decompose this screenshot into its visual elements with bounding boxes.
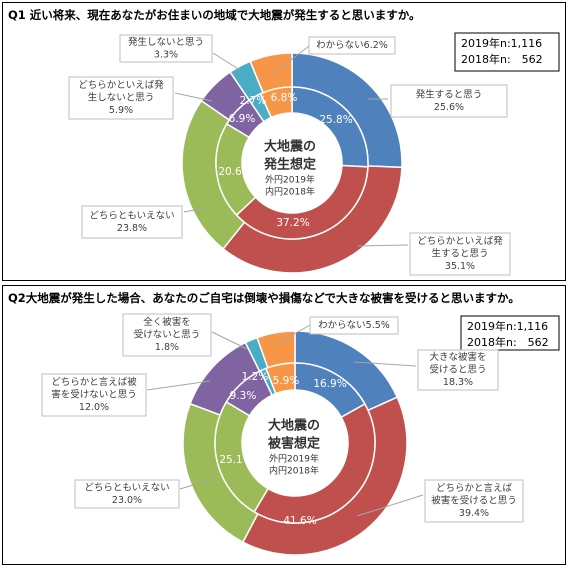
callout-label: 発生すると思う: [416, 88, 483, 100]
callout-box: [424, 479, 524, 523]
callout-label: 5.9%: [109, 105, 133, 116]
callout-label: わからない6.2%: [316, 40, 388, 51]
question-title: Q1 近い将来、現在あなたがお住まいの地域で大地震が発生すると思いますか。: [8, 8, 421, 22]
callout-box: [81, 205, 183, 239]
callout-label: どちらかと言えば被: [51, 376, 137, 388]
callout-leader-line: [274, 324, 311, 346]
inner-data-label: 16.9%: [313, 378, 346, 390]
sample-size-box: [460, 315, 560, 351]
center-label: 被害想定: [267, 436, 320, 452]
inner-data-label: 9.3%: [230, 390, 257, 402]
inner-data-label: 6.9%: [229, 113, 256, 125]
callout-box: [41, 373, 147, 417]
sample-size-2018: 2018年n: 562: [461, 52, 543, 66]
callout-label: 12.0%: [79, 402, 109, 413]
callout-box: [122, 313, 212, 357]
sample-size-2019: 2019年n:1,116: [461, 36, 542, 50]
chart-panel-2: Q2大地震が発生した場合、あなたのご自宅は倒壊や損傷などで大きな被害を受けると思…: [2, 285, 566, 565]
callout-leader-line: [146, 380, 211, 391]
inner-slice-6: [265, 362, 296, 395]
sample-size-box: [454, 32, 560, 72]
chart-panel-1: Q1 近い将来、現在あなたがお住まいの地域で大地震が発生すると思いますか。 25.…: [2, 2, 566, 281]
inner-data-label: 5.9%: [273, 375, 300, 387]
callout-box: [390, 84, 508, 118]
inner-data-label: 20.6%: [218, 166, 251, 178]
panel-frame: [2, 2, 566, 281]
inner-data-label: 37.2%: [276, 217, 309, 229]
inner-data-label: 41.6%: [283, 515, 316, 527]
callout-label: 害を受けないと思う: [51, 389, 137, 401]
inner-slice-2: [235, 164, 369, 240]
callout-label: 23.0%: [112, 495, 142, 506]
callout-leader-line: [211, 331, 248, 350]
callout-label: 18.3%: [443, 377, 473, 388]
inner-slice-6: [259, 86, 293, 119]
callout-box: [308, 36, 396, 55]
callout-leader-line: [179, 477, 217, 490]
inner-data-label: 2.7%: [240, 95, 267, 107]
callout-label: 大きな被害を: [429, 351, 486, 363]
inner-data-label: 25.1%: [219, 454, 252, 466]
callout-box: [74, 479, 180, 509]
callout-box: [119, 34, 213, 63]
center-label: 外円2019年: [265, 174, 315, 186]
center-label: 外円2019年: [269, 453, 319, 465]
inner-data-label: 6.8%: [271, 92, 298, 104]
sample-size-2018: 2018年n: 562: [467, 335, 549, 349]
inner-data-label: 1.2%: [242, 371, 269, 383]
callout-label: わからない5.5%: [318, 320, 390, 331]
callout-label: 被害を受けると思う: [431, 495, 517, 507]
center-label: 発生想定: [263, 157, 316, 173]
callout-label: 受けると思う: [429, 364, 486, 376]
callout-label: 生しないと思う: [88, 92, 155, 104]
callout-leader-line: [356, 494, 424, 517]
center-label: 内円2018年: [269, 465, 319, 477]
callout-leader-line: [212, 52, 241, 71]
callout-label: 25.6%: [434, 102, 464, 113]
question-title: Q2大地震が発生した場合、あなたのご自宅は倒壊や損傷などで大きな被害を受けると思…: [8, 291, 520, 305]
callout-label: どちらかと言えば: [436, 482, 513, 494]
center-label: 大地震の: [268, 418, 320, 434]
inner-slice-2: [253, 402, 376, 524]
center-label: 大地震の: [264, 139, 316, 155]
inner-data-label: 25.8%: [319, 114, 352, 126]
callout-label: 1.8%: [155, 342, 179, 353]
callout-label: どちらかといえば発: [78, 79, 164, 91]
callout-box: [68, 76, 174, 120]
callout-label: 35.1%: [445, 261, 475, 272]
callout-label: 受けないと思う: [134, 329, 201, 341]
callout-leader-line: [353, 361, 417, 367]
sample-size-2019: 2019年n:1,116: [467, 319, 548, 333]
callout-label: 全く被害を: [143, 316, 191, 328]
callout-leader-line: [174, 92, 213, 102]
callout-box: [309, 316, 399, 335]
callout-label: どちらかといえば発: [417, 235, 503, 247]
callout-leader-line: [273, 45, 310, 74]
callout-label: 生すると思う: [431, 248, 488, 260]
callout-label: 23.8%: [117, 223, 147, 234]
callout-box: [417, 349, 499, 391]
callout-label: 発生しないと思う: [128, 36, 204, 48]
callout-leader-line: [357, 244, 409, 247]
callout-label: 39.4%: [459, 508, 489, 519]
callout-box: [409, 232, 511, 276]
callout-label: 3.3%: [154, 49, 178, 60]
panel-frame: [2, 285, 566, 565]
center-label: 内円2018年: [265, 186, 315, 198]
callout-leader-line: [183, 207, 207, 213]
callout-label: どちらともいえない: [89, 210, 174, 221]
callout-label: どちらともいえない: [84, 482, 169, 493]
